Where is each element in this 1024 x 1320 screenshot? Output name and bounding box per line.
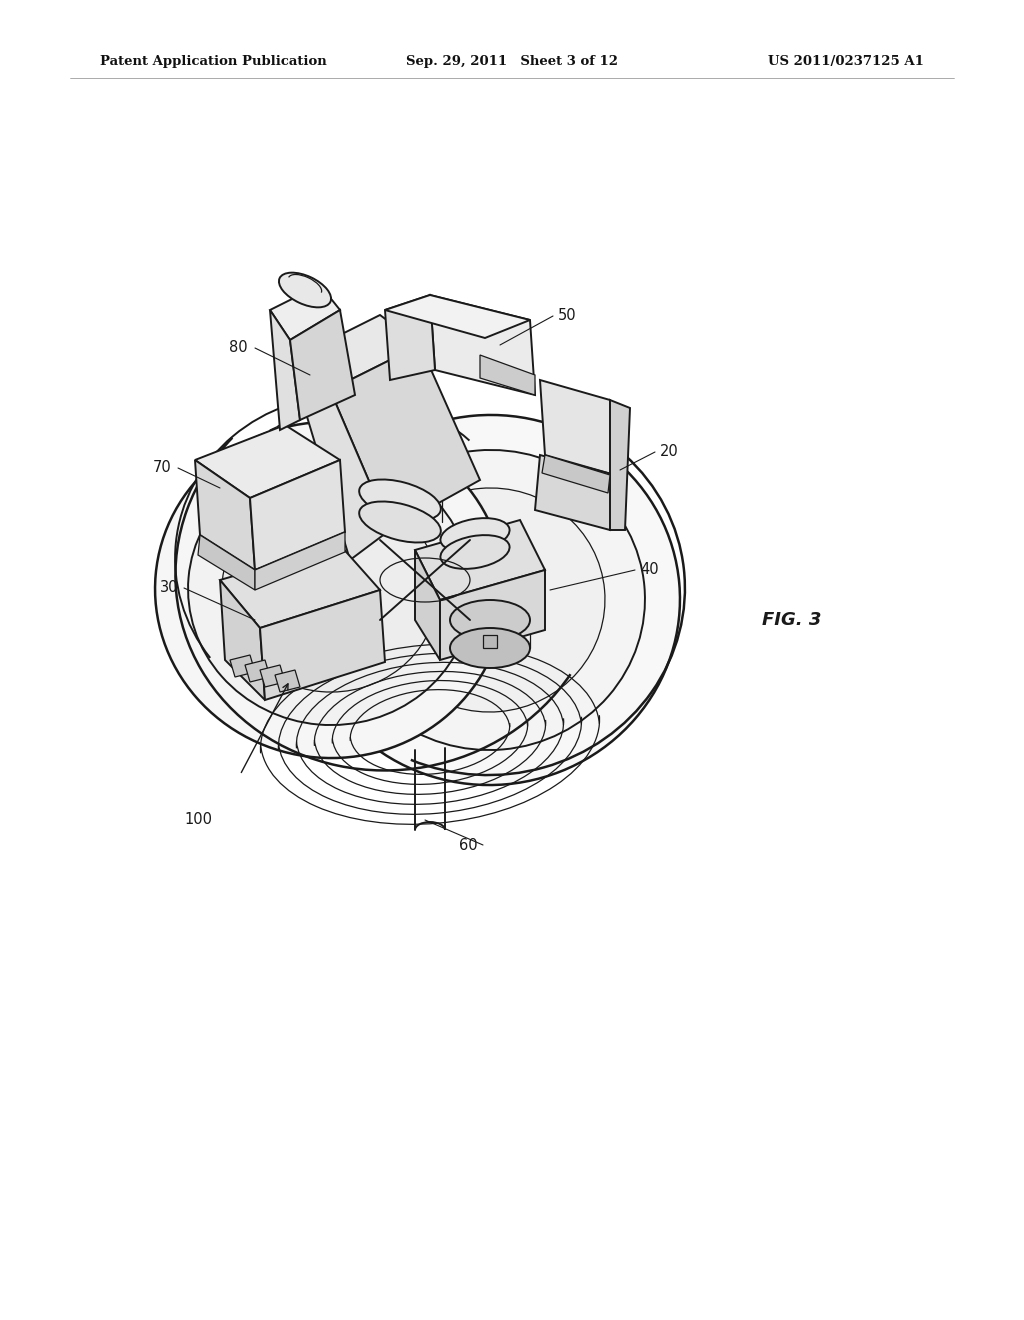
Polygon shape bbox=[195, 459, 255, 570]
Polygon shape bbox=[290, 315, 420, 389]
Polygon shape bbox=[430, 294, 535, 395]
Polygon shape bbox=[415, 520, 545, 601]
Polygon shape bbox=[260, 665, 285, 686]
Text: 30: 30 bbox=[160, 581, 178, 595]
Polygon shape bbox=[610, 400, 630, 531]
Ellipse shape bbox=[300, 414, 680, 785]
Ellipse shape bbox=[222, 488, 438, 692]
Polygon shape bbox=[270, 285, 340, 341]
Polygon shape bbox=[245, 660, 270, 682]
Ellipse shape bbox=[335, 450, 645, 750]
Polygon shape bbox=[270, 310, 300, 430]
Ellipse shape bbox=[359, 502, 441, 543]
Text: 60: 60 bbox=[460, 837, 478, 853]
Polygon shape bbox=[385, 294, 530, 338]
Polygon shape bbox=[330, 345, 480, 531]
Polygon shape bbox=[415, 550, 440, 660]
Polygon shape bbox=[483, 635, 497, 648]
Ellipse shape bbox=[450, 601, 530, 640]
Ellipse shape bbox=[440, 535, 510, 569]
Ellipse shape bbox=[450, 628, 530, 668]
Polygon shape bbox=[440, 570, 545, 660]
Polygon shape bbox=[535, 455, 615, 531]
Polygon shape bbox=[220, 545, 380, 628]
Ellipse shape bbox=[188, 455, 472, 725]
Text: 20: 20 bbox=[660, 445, 679, 459]
Text: Patent Application Publication: Patent Application Publication bbox=[100, 55, 327, 69]
Ellipse shape bbox=[359, 479, 441, 520]
Ellipse shape bbox=[155, 422, 505, 758]
Polygon shape bbox=[385, 294, 435, 380]
Text: 50: 50 bbox=[558, 309, 577, 323]
Polygon shape bbox=[220, 579, 265, 700]
Polygon shape bbox=[250, 459, 345, 570]
Polygon shape bbox=[275, 671, 300, 692]
Polygon shape bbox=[198, 535, 255, 590]
Polygon shape bbox=[542, 455, 610, 492]
Polygon shape bbox=[255, 532, 345, 590]
Polygon shape bbox=[230, 655, 255, 677]
Ellipse shape bbox=[279, 273, 331, 308]
Text: 100: 100 bbox=[184, 813, 212, 828]
Text: US 2011/0237125 A1: US 2011/0237125 A1 bbox=[768, 55, 924, 69]
Polygon shape bbox=[480, 355, 535, 395]
Polygon shape bbox=[290, 360, 390, 560]
Polygon shape bbox=[260, 590, 385, 700]
Text: Sep. 29, 2011 Sheet 3 of 12: Sep. 29, 2011 Sheet 3 of 12 bbox=[406, 55, 618, 69]
Ellipse shape bbox=[440, 519, 510, 552]
Text: 40: 40 bbox=[640, 562, 658, 578]
Polygon shape bbox=[540, 380, 615, 475]
Text: FIG. 3: FIG. 3 bbox=[762, 611, 821, 630]
Polygon shape bbox=[290, 310, 355, 420]
Text: 70: 70 bbox=[154, 461, 172, 475]
Text: 80: 80 bbox=[229, 341, 248, 355]
Ellipse shape bbox=[375, 488, 605, 711]
Polygon shape bbox=[195, 425, 340, 498]
